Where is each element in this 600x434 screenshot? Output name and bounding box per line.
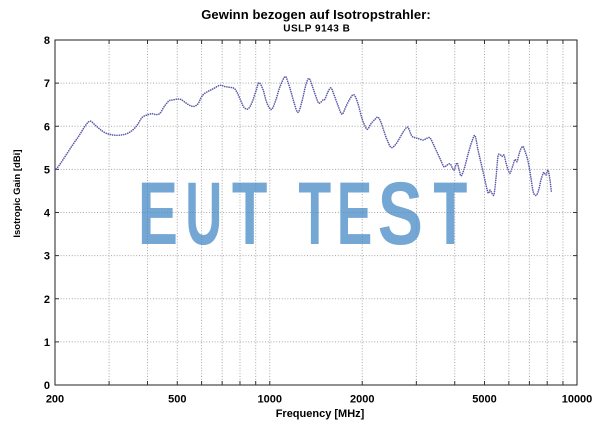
svg-text:2: 2 [44,294,50,306]
svg-text:Frequency [MHz]: Frequency [MHz] [276,408,365,420]
svg-text:7: 7 [44,78,50,90]
svg-text:T: T [433,163,467,263]
svg-text:10000: 10000 [562,394,593,406]
svg-text:200: 200 [46,394,64,406]
svg-text:8: 8 [44,35,50,47]
svg-text:T: T [298,163,331,264]
svg-text:E: E [337,164,373,263]
svg-text:5000: 5000 [472,394,496,406]
svg-text:Gewinn bezogen auf Isotropstra: Gewinn bezogen auf Isotropstrahler: [201,7,431,22]
svg-text:S: S [378,163,423,263]
svg-text:1: 1 [44,337,50,349]
svg-text:3: 3 [44,251,50,263]
svg-text:0: 0 [44,380,50,392]
svg-text:USLP 9143 B: USLP 9143 B [283,24,350,35]
svg-text:5: 5 [44,164,50,176]
svg-text:E: E [138,164,178,264]
svg-text:2000: 2000 [350,394,374,406]
svg-text:U: U [185,164,222,263]
svg-text:1000: 1000 [258,394,282,406]
svg-text:4: 4 [44,208,51,220]
svg-text:T: T [232,163,268,262]
svg-text:6: 6 [44,121,50,133]
svg-text:Isotropic Gain [dBi]: Isotropic Gain [dBi] [12,150,23,238]
svg-text:500: 500 [168,394,186,406]
